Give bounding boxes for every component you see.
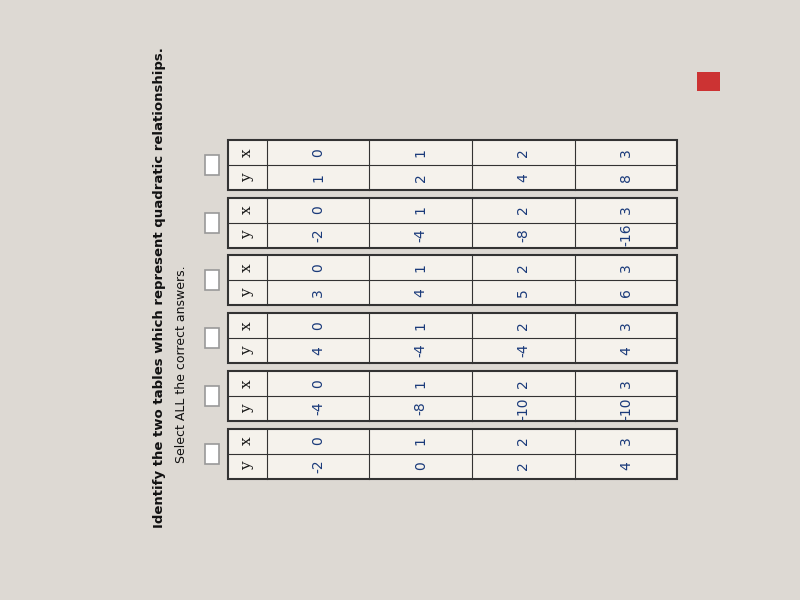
Bar [228, 428, 678, 479]
Text: 1: 1 [414, 437, 428, 445]
Text: 4: 4 [516, 173, 530, 182]
Text: 0: 0 [311, 148, 325, 157]
Text: 1: 1 [414, 263, 428, 272]
Text: 3: 3 [619, 206, 633, 214]
Text: 3: 3 [619, 148, 633, 157]
Text: y: y [240, 173, 254, 182]
Text: 2: 2 [516, 206, 530, 214]
Text: 2: 2 [414, 173, 428, 182]
Text: Select ALL the correct answers.: Select ALL the correct answers. [175, 266, 188, 463]
Text: 1: 1 [414, 148, 428, 157]
Text: 2: 2 [516, 148, 530, 157]
Text: 3: 3 [619, 321, 633, 330]
Bar [206, 212, 219, 233]
Text: 5: 5 [516, 289, 530, 297]
Text: x: x [240, 148, 254, 157]
Text: -2: -2 [311, 228, 325, 242]
Text: 3: 3 [311, 289, 325, 297]
Bar [206, 386, 219, 406]
Text: 0: 0 [414, 461, 428, 470]
Bar [228, 197, 678, 248]
Bar [697, 72, 720, 91]
Text: 4: 4 [619, 346, 633, 355]
Text: 3: 3 [619, 263, 633, 272]
Text: y: y [240, 462, 254, 470]
Text: 2: 2 [516, 437, 530, 445]
Text: -10: -10 [619, 397, 633, 419]
Text: Identify the two tables which represent quadratic relationships.: Identify the two tables which represent … [153, 47, 166, 528]
Bar [206, 443, 219, 464]
Text: 1: 1 [414, 206, 428, 214]
Text: y: y [240, 231, 254, 239]
Text: 4: 4 [414, 289, 428, 297]
Text: y: y [240, 346, 254, 355]
Text: -8: -8 [414, 401, 428, 415]
Text: 1: 1 [311, 173, 325, 182]
Text: 2: 2 [516, 379, 530, 388]
Text: 4: 4 [311, 346, 325, 355]
Text: 2: 2 [516, 321, 530, 330]
Text: -2: -2 [311, 459, 325, 473]
Text: -4: -4 [516, 344, 530, 358]
Bar [228, 371, 678, 421]
Text: 3: 3 [619, 437, 633, 445]
Text: x: x [240, 206, 254, 214]
Text: 4: 4 [619, 461, 633, 470]
Text: -4: -4 [414, 228, 428, 242]
Bar [206, 328, 219, 348]
Text: -10: -10 [516, 397, 530, 419]
Text: 0: 0 [311, 321, 325, 330]
Text: 1: 1 [414, 379, 428, 388]
Bar [228, 255, 678, 305]
Text: -16: -16 [619, 224, 633, 247]
Text: 1: 1 [414, 321, 428, 330]
Text: 0: 0 [311, 263, 325, 272]
Text: 0: 0 [311, 206, 325, 214]
Text: y: y [240, 289, 254, 297]
Text: 3: 3 [619, 379, 633, 388]
Text: x: x [240, 379, 254, 388]
Text: x: x [240, 321, 254, 330]
Text: 2: 2 [516, 263, 530, 272]
Text: x: x [240, 437, 254, 445]
Text: -8: -8 [516, 228, 530, 242]
Bar [228, 140, 678, 190]
Text: 6: 6 [619, 289, 633, 297]
Text: 2: 2 [516, 461, 530, 470]
Text: -4: -4 [311, 401, 325, 415]
Text: 0: 0 [311, 437, 325, 445]
Text: 0: 0 [311, 379, 325, 388]
Bar [206, 155, 219, 175]
Bar [228, 313, 678, 363]
Bar [206, 270, 219, 290]
Text: -4: -4 [414, 344, 428, 358]
Text: x: x [240, 263, 254, 272]
Text: y: y [240, 404, 254, 413]
Text: 8: 8 [619, 173, 633, 182]
